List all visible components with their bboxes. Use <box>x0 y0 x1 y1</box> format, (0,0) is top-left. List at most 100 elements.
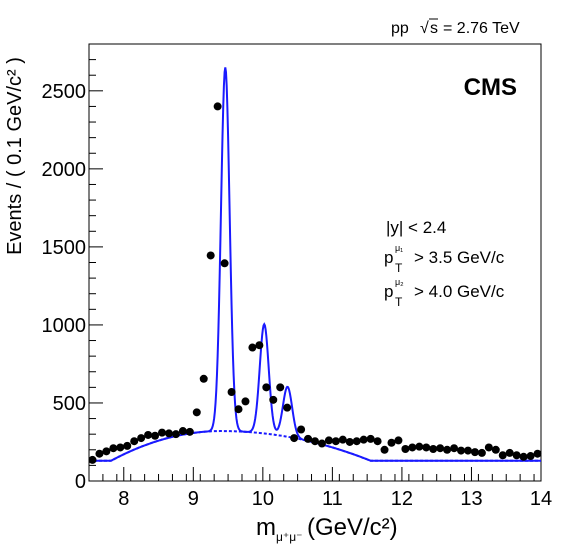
cut-pt1: p μ₁ T > 3.5 GeV/c <box>384 243 505 275</box>
data-point <box>151 432 159 440</box>
data-point <box>527 452 535 460</box>
data-point <box>367 435 375 443</box>
data-point <box>102 447 110 455</box>
x-tick-label: 13 <box>460 488 482 510</box>
y-tick-label: 1000 <box>42 315 87 337</box>
data-point <box>193 408 201 416</box>
cut-pt2-sub: T <box>395 295 403 309</box>
data-point <box>165 429 173 437</box>
data-point <box>130 437 138 445</box>
y-tick-label: 2000 <box>42 159 87 181</box>
data-point <box>88 456 96 464</box>
data-point <box>207 251 215 259</box>
data-point <box>534 450 542 458</box>
cut-pt1-sub: T <box>395 261 403 275</box>
header-s: s <box>430 20 438 37</box>
data-point <box>283 404 291 412</box>
cut-pt2: p μ₂ T > 4.0 GeV/c <box>384 277 505 309</box>
cut-pt2-sup: μ₂ <box>395 277 404 287</box>
x-tick-label: 10 <box>252 488 274 510</box>
cms-label: CMS <box>464 74 517 101</box>
data-point <box>360 436 368 444</box>
data-point <box>408 443 416 451</box>
data-point <box>123 442 131 450</box>
data-point <box>332 437 340 445</box>
data-point <box>158 429 166 437</box>
x-tick-label: 8 <box>118 488 129 510</box>
y-tick-label: 0 <box>75 471 86 493</box>
data-point <box>387 439 395 447</box>
data-point <box>179 427 187 435</box>
data-point <box>415 443 423 451</box>
data-point <box>137 434 145 442</box>
y-axis-label: Events / ( 0.1 GeV/c² ) <box>4 57 26 255</box>
data-point <box>325 436 333 444</box>
x-axis-label-units: (GeV/c²) <box>307 514 398 541</box>
y-tick-label: 500 <box>53 393 86 415</box>
data-point <box>506 449 514 457</box>
data-point <box>109 444 117 452</box>
cut-pt2-rest: > 4.0 GeV/c <box>414 282 505 301</box>
data-point <box>492 446 500 454</box>
x-axis-label-m: m <box>256 514 276 541</box>
header-pp: pp <box>391 20 409 37</box>
data-point <box>381 446 389 454</box>
x-tick-label: 11 <box>322 488 343 510</box>
data-point <box>248 344 256 352</box>
x-tick-label: 9 <box>188 488 199 510</box>
data-point <box>144 431 152 439</box>
cut-pt2-p: p <box>384 282 393 301</box>
data-point <box>401 445 409 453</box>
data-point <box>262 383 270 391</box>
data-point <box>95 450 103 458</box>
data-point <box>235 405 243 413</box>
header-energy: = 2.76 TeV <box>443 20 520 37</box>
data-point <box>116 443 124 451</box>
data-point <box>485 443 493 451</box>
data-point <box>499 451 507 459</box>
data-point <box>520 453 528 461</box>
x-tick-label: 14 <box>530 488 552 510</box>
data-point <box>172 430 180 438</box>
data-point <box>304 435 312 443</box>
data-point <box>241 397 249 405</box>
header-sqrt: √ <box>420 20 429 37</box>
data-point <box>290 434 298 442</box>
data-point <box>353 437 361 445</box>
data-point <box>276 383 284 391</box>
data-point <box>471 448 479 456</box>
data-point <box>443 446 451 454</box>
data-point <box>394 436 402 444</box>
data-point <box>269 396 277 404</box>
data-point <box>478 449 486 457</box>
data-point <box>374 437 382 445</box>
data-point <box>186 428 194 436</box>
x-tick-label: 12 <box>391 488 413 510</box>
data-point <box>464 447 472 455</box>
cut-pt1-sup: μ₁ <box>395 243 403 253</box>
data-point <box>450 444 458 452</box>
x-axis-label-sub: μ⁺μ⁻ <box>276 530 303 544</box>
data-point <box>457 447 465 455</box>
data-point <box>339 436 347 444</box>
data-point <box>228 388 236 396</box>
data-point <box>346 438 354 446</box>
data-point <box>214 102 222 110</box>
data-point <box>297 425 305 433</box>
x-axis-label: m μ⁺μ⁻ (GeV/c²) <box>256 514 398 544</box>
data-point <box>221 259 229 267</box>
data-point <box>318 440 326 448</box>
cut-rapidity: |y| < 2.4 <box>386 218 446 237</box>
y-tick-label: 1500 <box>42 237 87 259</box>
data-point <box>311 437 319 445</box>
cut-pt1-rest: > 3.5 GeV/c <box>414 248 505 267</box>
data-point <box>255 341 263 349</box>
data-point <box>436 444 444 452</box>
data-point <box>429 445 437 453</box>
cut-pt1-p: p <box>384 248 393 267</box>
data-point <box>200 375 208 383</box>
y-tick-label: 2500 <box>42 81 87 103</box>
data-point <box>422 443 430 451</box>
data-point <box>513 451 521 459</box>
